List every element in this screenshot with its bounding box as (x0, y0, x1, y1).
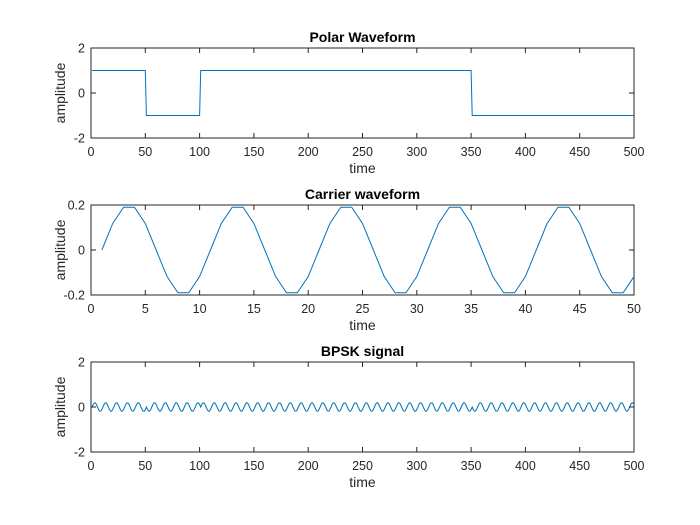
series-line (92, 70, 634, 116)
x-tick-label: 50 (138, 145, 152, 159)
x-tick-label: 5 (142, 302, 149, 316)
x-tick-label: 450 (569, 459, 590, 473)
x-tick-label: 0 (88, 459, 95, 473)
x-tick-label: 150 (243, 459, 264, 473)
series-line (101, 206, 635, 294)
x-tick-label: 50 (138, 459, 152, 473)
x-tick-label: 500 (624, 145, 645, 159)
x-tick-label: 30 (410, 302, 424, 316)
x-tick-label: 0 (88, 302, 95, 316)
x-tick-label: 20 (301, 302, 315, 316)
x-tick-label: 10 (193, 302, 207, 316)
y-tick-label: -0.2 (63, 289, 85, 303)
y-tick-label: 0 (78, 87, 85, 101)
x-tick-label: 300 (406, 459, 427, 473)
x-tick-label: 150 (243, 145, 264, 159)
series-line (91, 402, 635, 412)
x-tick-label: 100 (189, 145, 210, 159)
y-axis-label: amplitude (52, 219, 68, 280)
y-tick-label: 0.2 (68, 199, 85, 213)
x-tick-label: 350 (461, 459, 482, 473)
chart-title: BPSK signal (321, 343, 404, 359)
x-tick-label: 450 (569, 145, 590, 159)
y-axis-label: amplitude (52, 376, 68, 437)
y-tick-label: 0 (78, 244, 85, 258)
y-tick-label: 2 (78, 42, 85, 56)
chart-title: Carrier waveform (305, 186, 420, 202)
x-tick-label: 300 (406, 145, 427, 159)
x-tick-label: 35 (464, 302, 478, 316)
x-tick-label: 400 (515, 145, 536, 159)
x-tick-label: 250 (352, 145, 373, 159)
y-axis-label: amplitude (52, 62, 68, 123)
x-tick-label: 45 (573, 302, 587, 316)
x-tick-label: 50 (627, 302, 641, 316)
plot-frame (90, 204, 635, 296)
y-tick-label: -2 (74, 132, 85, 146)
x-tick-label: 100 (189, 459, 210, 473)
chart-title: Polar Waveform (309, 29, 415, 45)
x-tick-label: 500 (624, 459, 645, 473)
x-axis-label: time (349, 317, 376, 333)
x-tick-label: 350 (461, 145, 482, 159)
plot-frame (90, 361, 635, 453)
x-tick-label: 0 (88, 145, 95, 159)
x-axis-label: time (349, 474, 376, 490)
x-tick-label: 400 (515, 459, 536, 473)
plot-frame (90, 47, 635, 139)
y-tick-label: 0 (78, 401, 85, 415)
y-tick-label: -2 (74, 446, 85, 460)
x-tick-label: 40 (518, 302, 532, 316)
axes-polar-waveform: 0 50 100 150 200 250 300 350 400 450 500-202Polar … (52, 29, 644, 176)
x-tick-label: 200 (298, 459, 319, 473)
x-tick-label: 250 (352, 459, 373, 473)
y-tick-label: 2 (78, 356, 85, 370)
x-tick-label: 200 (298, 145, 319, 159)
x-axis-label: time (349, 160, 376, 176)
x-tick-label: 25 (356, 302, 370, 316)
x-tick-label: 15 (247, 302, 261, 316)
